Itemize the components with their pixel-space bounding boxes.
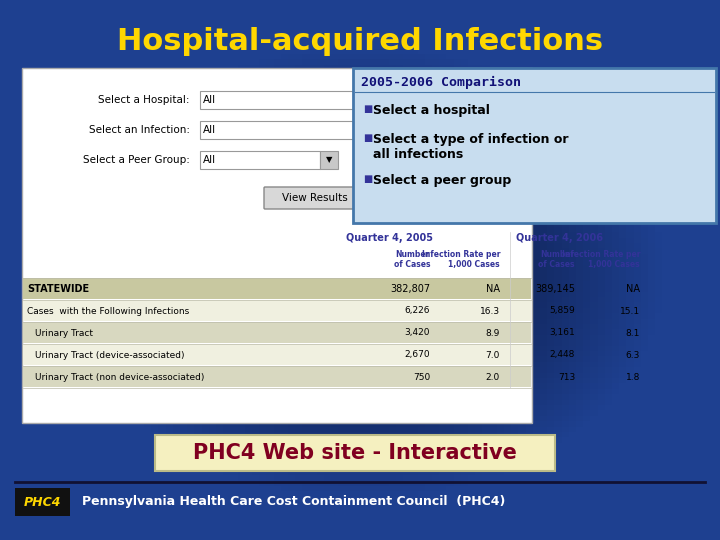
Bar — [23, 278, 531, 299]
Bar — [353, 68, 716, 223]
Bar — [320, 151, 338, 169]
Text: Urinary Tract (device-associated): Urinary Tract (device-associated) — [35, 350, 184, 360]
Bar — [200, 121, 355, 139]
Bar — [23, 322, 531, 343]
Bar — [23, 344, 531, 365]
Bar — [200, 151, 320, 169]
Text: All: All — [203, 155, 216, 165]
Text: 2,448: 2,448 — [549, 350, 575, 360]
Bar — [15, 488, 70, 516]
Text: 389,145: 389,145 — [535, 284, 575, 294]
Text: 3,420: 3,420 — [405, 328, 430, 338]
Text: Select a hospital: Select a hospital — [373, 104, 490, 117]
Text: Infection Rate per
1,000 Cases: Infection Rate per 1,000 Cases — [562, 250, 640, 269]
Text: 2.0: 2.0 — [486, 373, 500, 381]
Text: ▼: ▼ — [325, 156, 332, 165]
Text: Infection Rate per
1,000 Cases: Infection Rate per 1,000 Cases — [421, 250, 500, 269]
Text: 2,670: 2,670 — [405, 350, 430, 360]
Text: STATEWIDE: STATEWIDE — [27, 284, 89, 294]
Text: All: All — [203, 95, 216, 105]
Text: 7.0: 7.0 — [485, 350, 500, 360]
Text: 3,161: 3,161 — [549, 328, 575, 338]
Text: Number
of Cases: Number of Cases — [539, 250, 575, 269]
Bar — [23, 300, 531, 321]
Text: PHC4: PHC4 — [23, 496, 60, 509]
Text: 713: 713 — [558, 373, 575, 381]
Text: PHC4 Web site - Interactive: PHC4 Web site - Interactive — [193, 443, 517, 463]
Text: 15.1: 15.1 — [620, 307, 640, 315]
Text: ■: ■ — [363, 174, 372, 184]
Text: Select a Peer Group:: Select a Peer Group: — [83, 155, 190, 165]
Text: Quarter 4, 2005: Quarter 4, 2005 — [346, 233, 433, 243]
FancyBboxPatch shape — [264, 187, 366, 209]
Text: 6.3: 6.3 — [626, 350, 640, 360]
Text: Select a peer group: Select a peer group — [373, 174, 511, 187]
Bar — [22, 68, 532, 423]
Text: Pennsylvania Health Care Cost Containment Council  (PHC4): Pennsylvania Health Care Cost Containmen… — [82, 496, 505, 509]
Text: Hospital-acquired Infections: Hospital-acquired Infections — [117, 28, 603, 57]
Text: ■: ■ — [363, 104, 372, 114]
Text: Select an Infection:: Select an Infection: — [89, 125, 190, 135]
Text: 382,807: 382,807 — [390, 284, 430, 294]
Text: Select a Hospital:: Select a Hospital: — [99, 95, 190, 105]
Text: Urinary Tract (non device-associated): Urinary Tract (non device-associated) — [35, 373, 204, 381]
Text: NA: NA — [626, 284, 640, 294]
Text: NA: NA — [486, 284, 500, 294]
Bar — [23, 366, 531, 387]
Text: 8.9: 8.9 — [485, 328, 500, 338]
Text: 1.8: 1.8 — [626, 373, 640, 381]
Text: All: All — [203, 125, 216, 135]
Text: View Results: View Results — [282, 193, 348, 203]
Text: 6,226: 6,226 — [405, 307, 430, 315]
Bar — [200, 91, 355, 109]
Text: Cases  with the Following Infections: Cases with the Following Infections — [27, 307, 189, 315]
Text: 750: 750 — [413, 373, 430, 381]
Text: ■: ■ — [363, 133, 372, 143]
Text: 16.3: 16.3 — [480, 307, 500, 315]
Text: 2005-2006 Comparison: 2005-2006 Comparison — [361, 76, 521, 89]
Text: Urinary Tract: Urinary Tract — [35, 328, 93, 338]
Text: 5,859: 5,859 — [549, 307, 575, 315]
Text: Select a type of infection or
all infections: Select a type of infection or all infect… — [373, 133, 569, 161]
Text: Quarter 4, 2006: Quarter 4, 2006 — [516, 233, 603, 243]
Text: Number
of Cases: Number of Cases — [394, 250, 430, 269]
Bar — [155, 435, 555, 471]
Text: 8.1: 8.1 — [626, 328, 640, 338]
